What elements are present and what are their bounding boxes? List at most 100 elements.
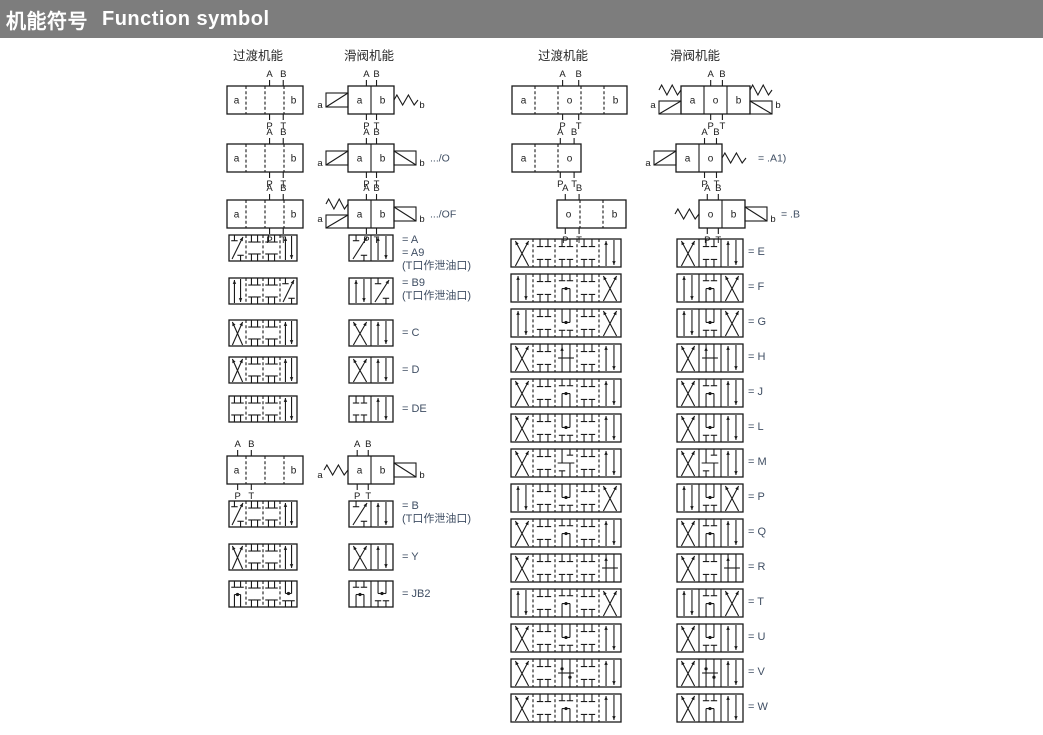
valve-schematic-right-3: o b b A P B T = .B [674, 183, 800, 246]
transition-symbol--B [228, 500, 298, 528]
svg-text:T: T [280, 121, 286, 132]
svg-text:o: o [708, 154, 714, 165]
svg-text:a: a [357, 210, 363, 221]
svg-text:T: T [576, 235, 582, 246]
svg-text:A: A [704, 183, 711, 194]
svg-text:P: P [707, 121, 713, 132]
spool-symbol--Y [348, 543, 394, 571]
svg-text:= .A1): = .A1) [758, 153, 786, 165]
svg-text:P: P [266, 121, 272, 132]
svg-text:B: B [373, 69, 379, 80]
svg-text:a: a [357, 466, 363, 477]
svg-text:a: a [645, 158, 651, 169]
symbol-label: = C [402, 327, 419, 340]
symbol-label-line: = JB2 [402, 588, 431, 600]
transition-schematic-left-2: a b A P B T [226, 127, 304, 190]
symbol-label: = Y [402, 551, 419, 564]
transition-symbol--R [510, 553, 622, 583]
svg-text:b: b [775, 100, 780, 111]
svg-text:P: P [363, 121, 369, 132]
symbol-label: = L [748, 421, 764, 434]
transition-symbol--J [510, 378, 622, 408]
transition-symbol--W [510, 693, 622, 723]
spool-symbol--A [348, 234, 394, 262]
svg-text:o: o [567, 96, 573, 107]
svg-text:a: a [317, 214, 323, 225]
svg-text:P: P [354, 491, 360, 502]
svg-text:a: a [685, 154, 691, 165]
svg-text:A: A [559, 69, 566, 80]
spool-symbol--H [676, 343, 744, 373]
page-title-zh: 机能符号 [6, 10, 88, 33]
valve-schematic-right-1: a o b a b A P B T [650, 69, 780, 132]
transition-symbol--Q [510, 518, 622, 548]
svg-text:A: A [562, 183, 569, 194]
spool-symbol--L [676, 413, 744, 443]
svg-text:P: P [266, 235, 272, 246]
svg-text:b: b [613, 96, 619, 107]
symbol-label-line: = D [402, 364, 420, 376]
svg-text:A: A [363, 127, 370, 138]
svg-text:b: b [419, 214, 424, 225]
symbol-label: = U [748, 631, 765, 644]
symbol-label-line: = P [748, 491, 765, 503]
svg-text:b: b [770, 214, 775, 225]
symbol-label-line: = DE [402, 403, 427, 415]
symbol-label-line: = A9 [402, 247, 425, 259]
transition-schematic-right-1: a o b A P B T [511, 69, 628, 132]
svg-text:A: A [363, 69, 370, 80]
svg-text:T: T [280, 179, 286, 190]
spool-symbol--E [676, 238, 744, 268]
symbol-label: = E [748, 246, 765, 259]
spool-symbol--M [676, 448, 744, 478]
svg-text:A: A [363, 183, 370, 194]
valve-schematic-right-2: a o a A P B T = .A1) [645, 127, 786, 190]
symbol-label-note: (T口作泄油口) [402, 260, 472, 272]
symbol-label: = F [748, 281, 764, 294]
spool-symbol--V [676, 658, 744, 688]
transition-symbol--T [510, 588, 622, 618]
transition-symbol--DE [228, 395, 298, 423]
valve-schematic-left-2: a b a b A P B T .../O [317, 127, 449, 190]
symbol-label-line: = C [402, 327, 420, 339]
column-header-spool-2: 滑阀机能 [670, 49, 721, 63]
svg-text:A: A [266, 183, 273, 194]
transition-symbol--E [510, 238, 622, 268]
symbol-label-line: = J [748, 386, 763, 398]
spool-symbol--DE [348, 395, 394, 423]
transition-symbol--F [510, 273, 622, 303]
svg-text:P: P [234, 491, 240, 502]
transition-schematic-left-3: a b A P B T [226, 183, 304, 246]
svg-text:b: b [419, 100, 424, 111]
svg-text:a: a [650, 100, 656, 111]
spool-symbol--J [676, 378, 744, 408]
svg-text:b: b [380, 210, 386, 221]
svg-text:P: P [562, 235, 568, 246]
svg-text:P: P [559, 121, 565, 132]
transition-symbol--A [228, 234, 298, 262]
transition-symbol--JB2 [228, 580, 298, 608]
svg-text:A: A [707, 69, 714, 80]
symbol-label-line: = Q [748, 526, 767, 538]
spool-symbol--D [348, 356, 394, 384]
svg-text:b: b [731, 210, 737, 221]
spool-symbol--B9 [348, 277, 394, 305]
svg-text:a: a [317, 100, 323, 111]
svg-text:A: A [354, 439, 361, 450]
symbol-label-line: = E [748, 246, 765, 258]
svg-text:B: B [571, 127, 577, 138]
svg-text:B: B [365, 439, 371, 450]
symbol-label-note: (T口作泄油口) [402, 290, 472, 302]
spool-symbol--W [676, 693, 744, 723]
svg-text:a: a [317, 158, 323, 169]
valve-schematic-left-4: a b a b A P B T [317, 439, 424, 502]
svg-text:a: a [234, 154, 240, 165]
svg-text:A: A [234, 439, 241, 450]
svg-text:o: o [708, 210, 714, 221]
symbol-label-line: = H [748, 351, 766, 363]
svg-text:T: T [365, 491, 371, 502]
symbol-label: = J [748, 386, 763, 399]
symbol-label-line: = Y [402, 551, 419, 563]
